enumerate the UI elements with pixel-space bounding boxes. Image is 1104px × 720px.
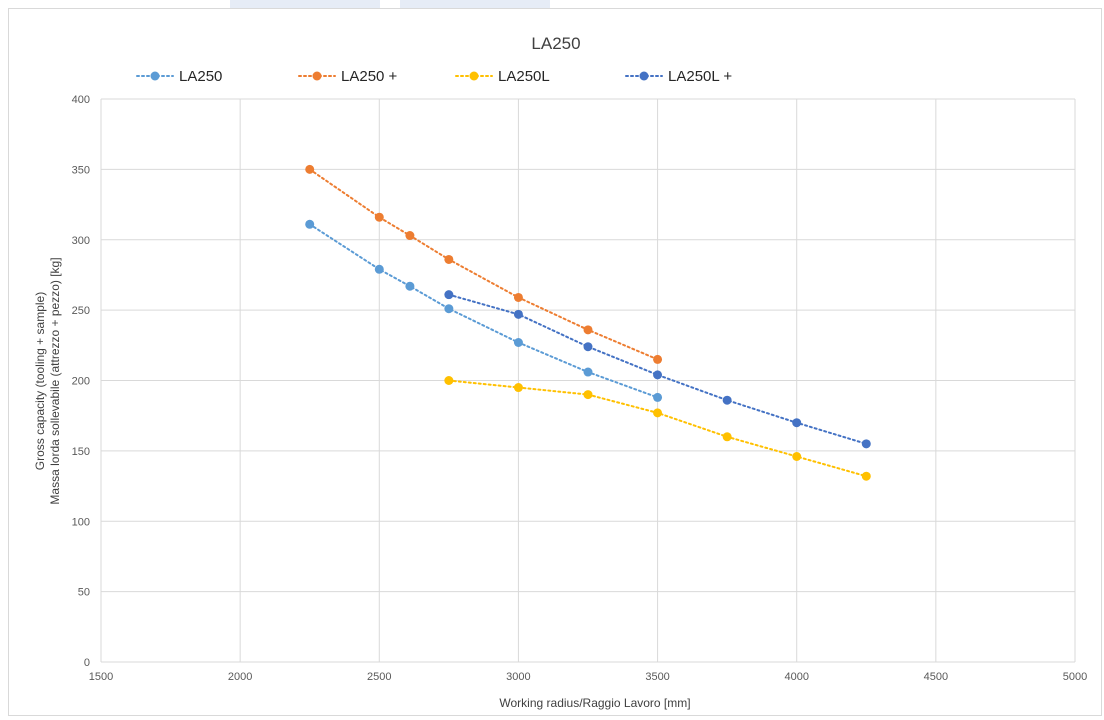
x-tick-labels: 1500 2000 2500 3000 3500 4000 4500 5000 — [89, 671, 1087, 683]
data-point — [444, 304, 454, 314]
y-tick-label: 350 — [72, 164, 90, 176]
data-point — [305, 164, 315, 174]
data-point — [305, 219, 315, 229]
top-band — [0, 0, 1104, 8]
y-tick-label: 150 — [72, 446, 90, 458]
y-axis-title-line1: Gross capacity (tooling + sample) — [33, 292, 47, 470]
legend-swatch-marker — [639, 71, 649, 81]
y-tick-label: 250 — [72, 305, 90, 317]
x-tick-label: 3000 — [506, 671, 530, 683]
x-tick-label: 2000 — [228, 671, 252, 683]
x-tick-label: 4000 — [784, 671, 808, 683]
data-point — [792, 418, 802, 428]
data-point — [653, 408, 663, 418]
data-point — [653, 392, 663, 402]
legend-item: LA250L — [455, 68, 550, 85]
legend-swatch-marker — [469, 71, 479, 81]
y-tick-label: 100 — [72, 516, 90, 528]
data-point — [405, 231, 415, 241]
legend-label: LA250 + — [341, 68, 398, 85]
legend-label: LA250L — [498, 68, 550, 85]
y-tick-label: 300 — [72, 235, 90, 247]
data-point — [722, 432, 732, 442]
y-axis-title: Gross capacity (tooling + sample) Massa … — [33, 257, 62, 504]
legend-item: LA250 + — [298, 68, 398, 85]
series-lines — [308, 168, 868, 478]
data-point — [513, 309, 523, 319]
data-point — [374, 264, 384, 274]
legend-swatch-marker — [312, 71, 322, 81]
data-point — [583, 367, 593, 377]
legend: LA250 LA250 + LA250L LA250L + — [136, 68, 732, 85]
series-line — [308, 223, 659, 399]
grid-lines — [100, 98, 1076, 663]
y-tick-label: 200 — [72, 376, 90, 388]
data-point — [583, 325, 593, 335]
data-point — [405, 281, 415, 291]
data-point — [513, 292, 523, 302]
data-point — [444, 254, 454, 264]
data-point — [861, 471, 871, 481]
legend-item: LA250 — [136, 68, 222, 85]
data-point — [513, 383, 523, 393]
data-point — [792, 452, 802, 462]
data-point — [444, 290, 454, 300]
data-point — [374, 212, 384, 222]
y-axis-title-line2: Massa lorda sollevabile (attrezzo + pezz… — [48, 257, 62, 504]
x-tick-label: 4500 — [924, 671, 948, 683]
data-point — [861, 439, 871, 449]
x-axis-title: Working radius/Raggio Lavoro [mm] — [499, 696, 690, 710]
data-point — [513, 337, 523, 347]
data-point — [653, 370, 663, 380]
x-tick-label: 1500 — [89, 671, 113, 683]
series-points — [305, 164, 871, 481]
legend-label: LA250 — [179, 68, 222, 85]
chart-title: LA250 — [531, 34, 580, 53]
data-point — [583, 390, 593, 400]
y-tick-label: 50 — [78, 587, 90, 599]
legend-label: LA250L + — [668, 68, 732, 85]
series-line — [308, 168, 659, 361]
x-tick-label: 5000 — [1063, 671, 1087, 683]
x-tick-label: 3500 — [645, 671, 669, 683]
header-shape-right — [400, 0, 550, 10]
x-tick-label: 2500 — [367, 671, 391, 683]
chart-frame — [8, 8, 1102, 716]
data-point — [653, 354, 663, 364]
legend-item: LA250L + — [625, 68, 732, 85]
legend-swatch-marker — [150, 71, 160, 81]
header-shape-left — [230, 0, 380, 10]
data-point — [583, 342, 593, 352]
data-point — [444, 376, 454, 385]
y-tick-label: 400 — [72, 94, 90, 106]
data-point — [722, 395, 732, 405]
y-tick-labels: 0 50 100 150 200 250 300 350 400 — [72, 94, 90, 669]
y-tick-label: 0 — [84, 657, 90, 669]
